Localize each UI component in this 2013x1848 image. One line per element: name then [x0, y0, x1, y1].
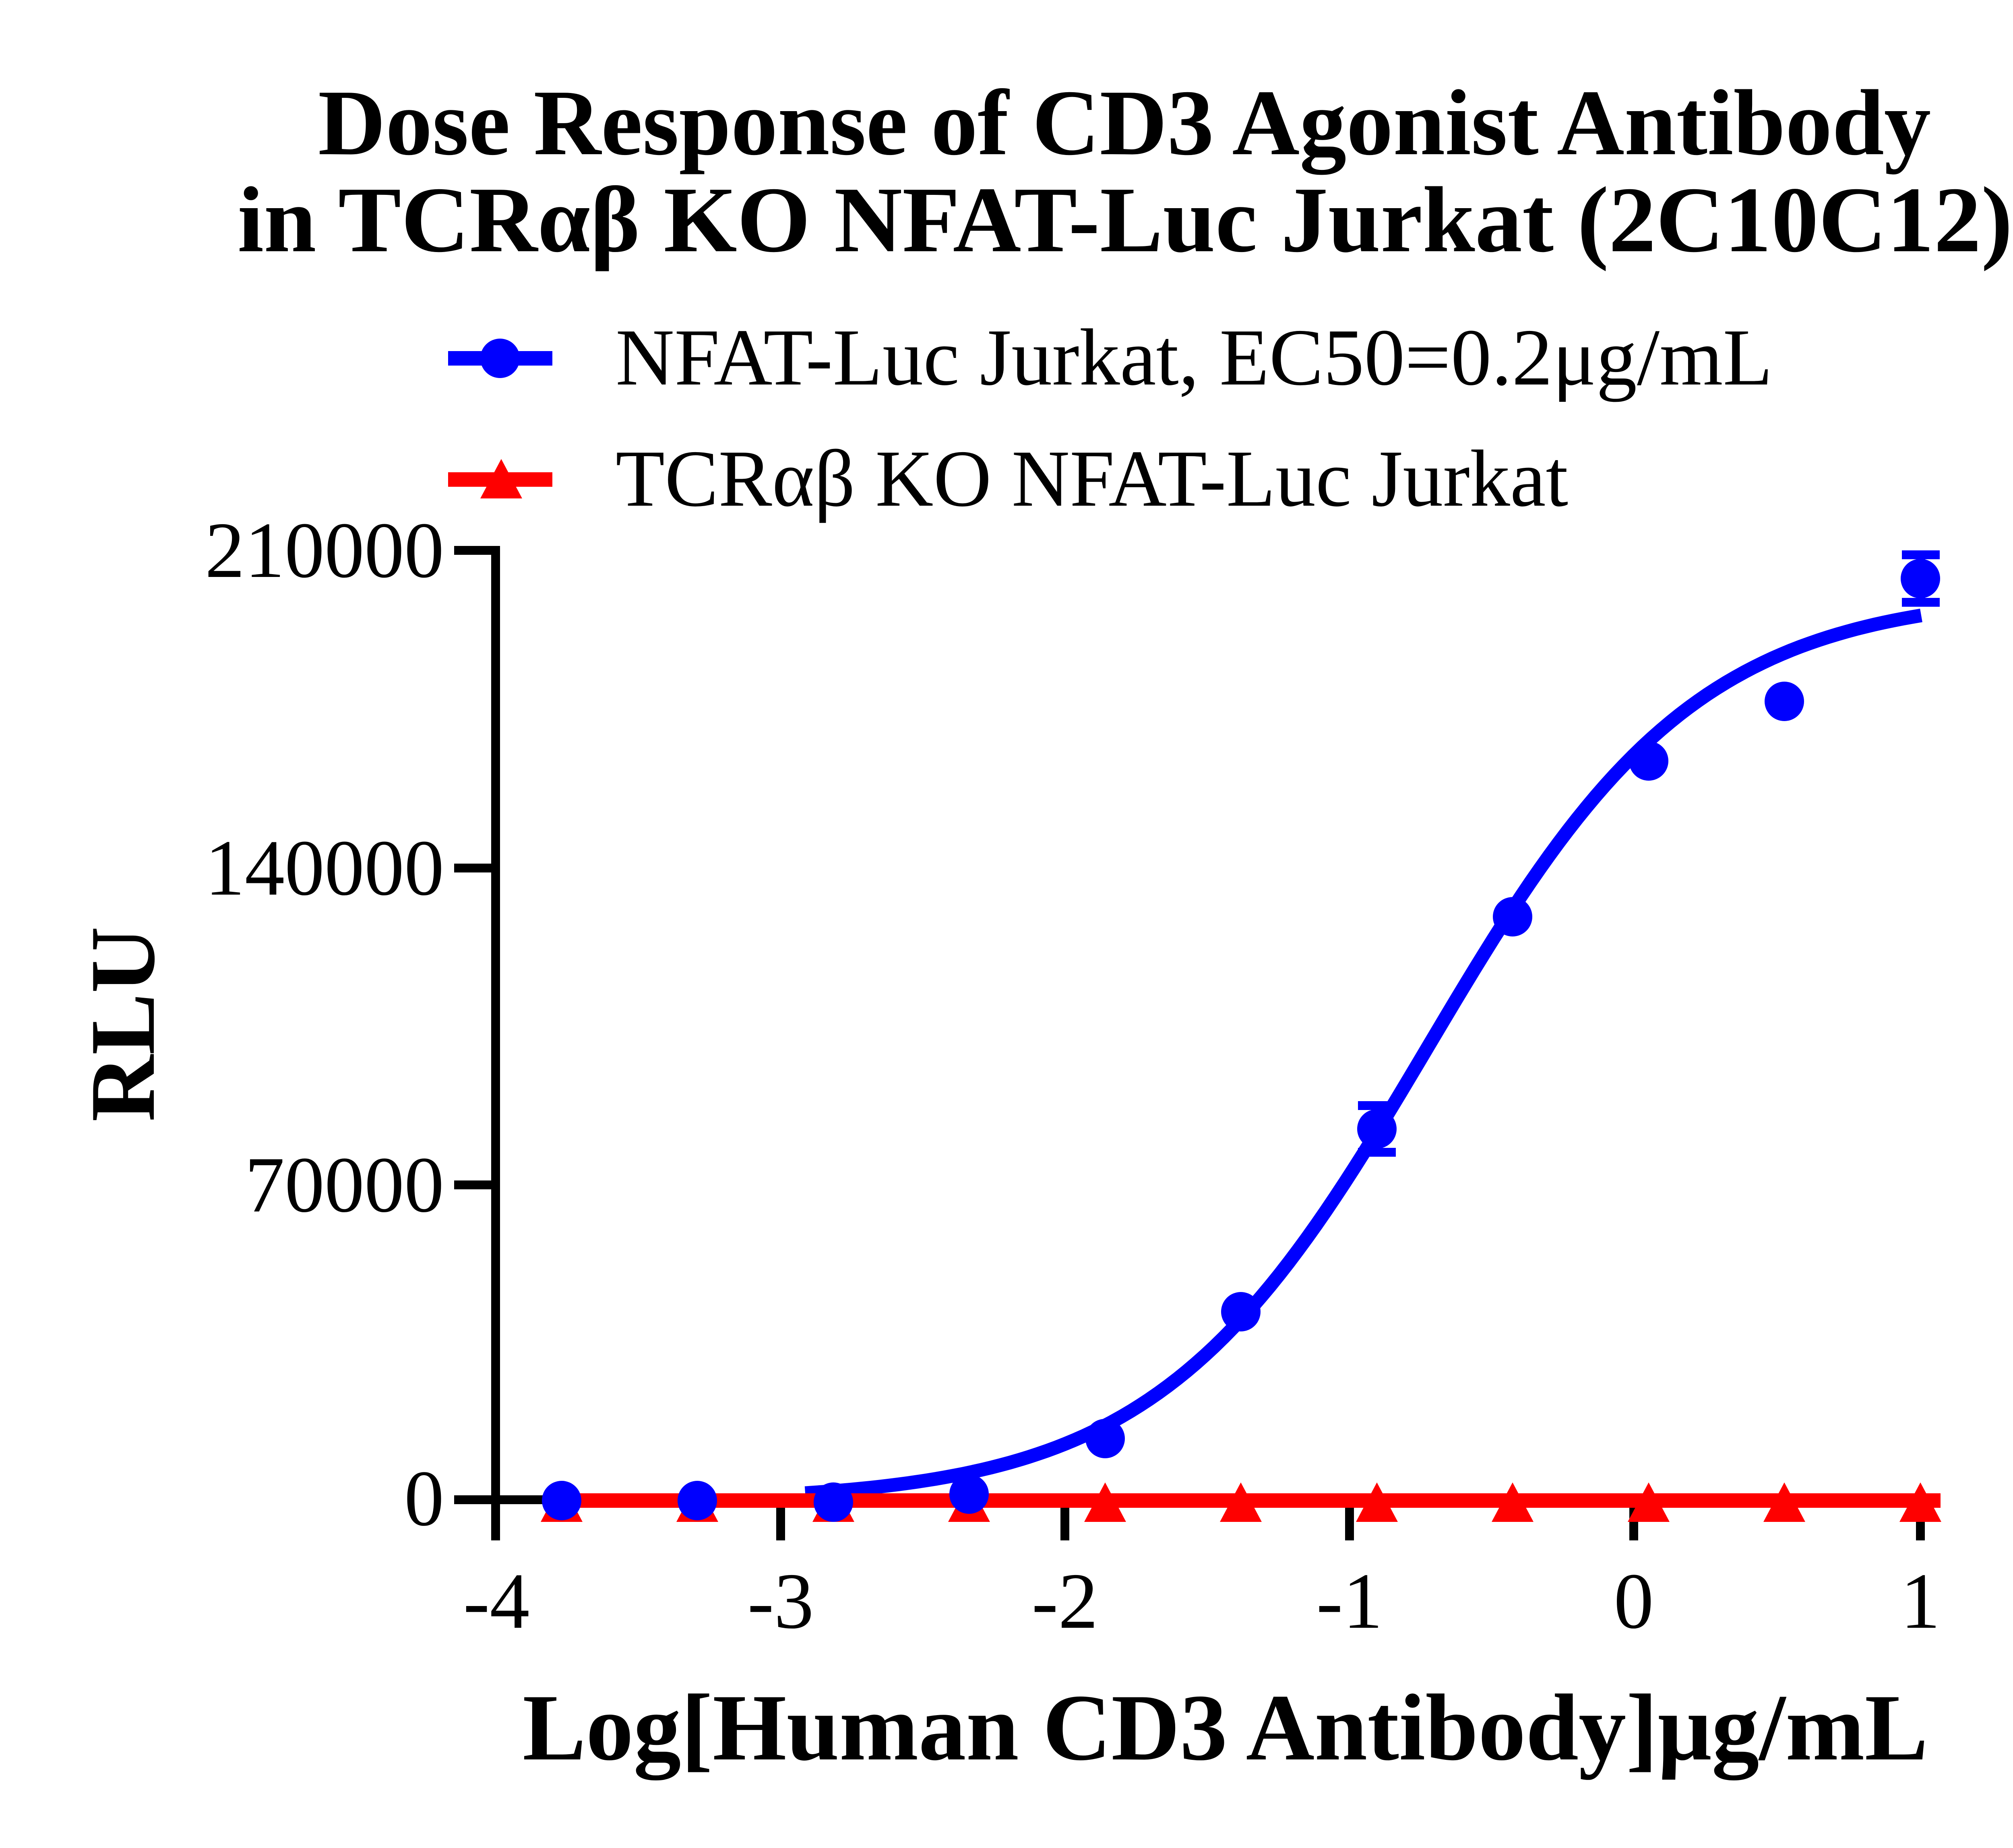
svg-text:0: 0: [404, 1454, 444, 1542]
svg-text:-3: -3: [748, 1557, 814, 1645]
svg-text:NFAT-Luc Jurkat, EC50=0.2μg/mL: NFAT-Luc Jurkat, EC50=0.2μg/mL: [616, 313, 1773, 402]
svg-text:210000: 210000: [205, 506, 444, 594]
svg-text:-2: -2: [1032, 1557, 1098, 1645]
svg-text:140000: 140000: [205, 824, 444, 912]
svg-text:Dose Response of CD3 Agonist A: Dose Response of CD3 Agonist Antibody: [318, 71, 1931, 175]
svg-text:RLU: RLU: [71, 926, 174, 1122]
svg-text:70000: 70000: [245, 1141, 444, 1229]
svg-text:Log[Human CD3 Antibody]μg/mL: Log[Human CD3 Antibody]μg/mL: [523, 1675, 1928, 1780]
svg-text:-4: -4: [463, 1557, 530, 1645]
svg-text:1: 1: [1901, 1557, 1941, 1645]
svg-text:-1: -1: [1317, 1557, 1383, 1645]
svg-text:0: 0: [1614, 1557, 1654, 1645]
svg-text:TCRαβ KO NFAT-Luc Jurkat: TCRαβ KO NFAT-Luc Jurkat: [616, 434, 1568, 523]
svg-text:in TCRαβ KO NFAT-Luc Jurkat (2: in TCRαβ KO NFAT-Luc Jurkat (2C10C12): [238, 168, 2013, 272]
